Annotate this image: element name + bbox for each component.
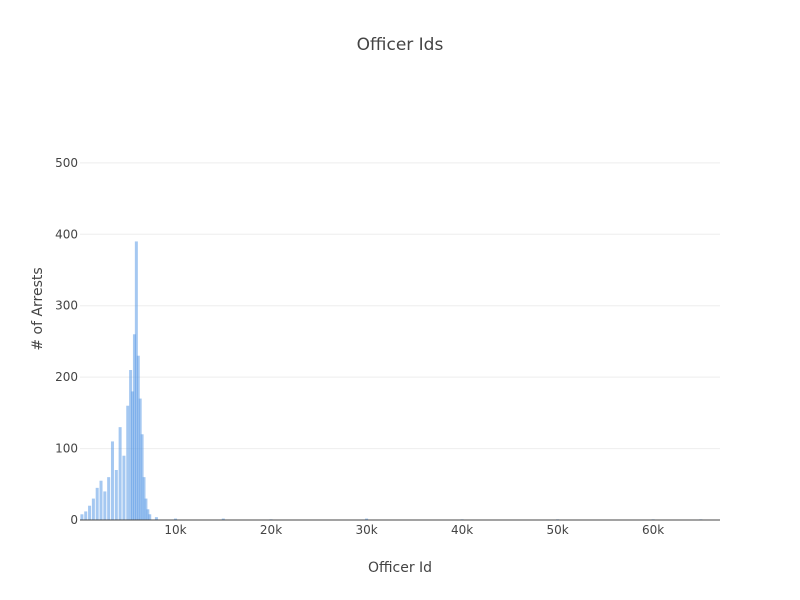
y-tick-label: 0 bbox=[70, 513, 78, 527]
histogram-bar bbox=[131, 391, 135, 520]
histogram-bar bbox=[154, 517, 158, 520]
histogram-bar bbox=[148, 514, 152, 520]
histogram-bar bbox=[174, 518, 178, 520]
histogram-bar bbox=[114, 470, 118, 520]
y-tick-label: 400 bbox=[55, 227, 78, 241]
x-tick-label: 60k bbox=[642, 523, 664, 537]
histogram-bar bbox=[126, 405, 130, 520]
histogram-bar bbox=[99, 480, 103, 520]
histogram-bar bbox=[132, 334, 136, 520]
bars bbox=[80, 241, 703, 520]
grid bbox=[80, 162, 720, 450]
x-tick-label: 40k bbox=[451, 523, 473, 537]
y-tick-label: 100 bbox=[55, 442, 78, 456]
histogram-bar bbox=[107, 477, 111, 520]
histogram-bar bbox=[91, 498, 95, 520]
histogram-bar bbox=[136, 355, 140, 520]
x-tick-label: 30k bbox=[355, 523, 377, 537]
histogram-bar bbox=[103, 491, 107, 520]
histogram-bar bbox=[146, 509, 150, 520]
histogram-bar bbox=[138, 398, 142, 520]
histogram-bar bbox=[110, 441, 114, 520]
x-tick-label: 20k bbox=[260, 523, 282, 537]
chart-title: Officer Ids bbox=[357, 35, 444, 55]
axes: 0 100 200 300 400 500 10k 20k 30k 40k 50k 60k bbox=[55, 156, 720, 537]
histogram-bar bbox=[80, 514, 84, 520]
x-axis-title: Officer Id bbox=[368, 560, 432, 576]
x-tick-label: 50k bbox=[547, 523, 569, 537]
histogram-bar bbox=[140, 434, 144, 520]
histogram-bar bbox=[144, 498, 148, 520]
histogram-bar bbox=[122, 455, 126, 520]
histogram-bar bbox=[221, 518, 225, 520]
histogram-bar bbox=[142, 477, 146, 520]
y-axis-title: # of Arrests bbox=[30, 267, 46, 350]
histogram-bar bbox=[95, 487, 99, 520]
histogram-bar bbox=[118, 427, 122, 520]
histogram-bar bbox=[129, 370, 133, 520]
histogram-bar bbox=[88, 505, 92, 520]
y-tick-label: 500 bbox=[55, 156, 78, 170]
x-tick-label: 10k bbox=[164, 523, 186, 537]
y-tick-label: 200 bbox=[55, 370, 78, 384]
histogram-bar bbox=[134, 241, 138, 520]
histogram-bar bbox=[84, 511, 88, 520]
y-tick-label: 300 bbox=[55, 299, 78, 313]
histogram-bar bbox=[365, 518, 369, 520]
